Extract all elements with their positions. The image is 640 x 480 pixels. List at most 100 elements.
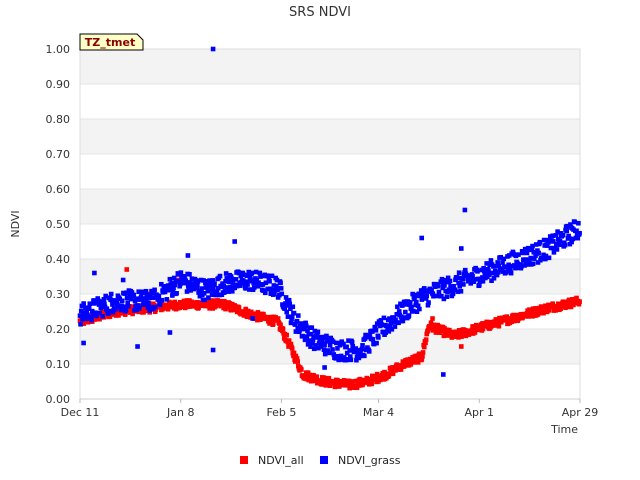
data-point <box>81 301 86 306</box>
data-point <box>414 309 420 314</box>
y-tick-label: 0.60 <box>46 183 71 196</box>
data-point <box>407 300 413 305</box>
data-point <box>320 382 326 387</box>
data-point <box>555 236 561 242</box>
data-point <box>456 335 461 340</box>
data-point <box>159 281 164 287</box>
data-point <box>185 283 191 289</box>
data-point <box>366 349 372 354</box>
data-point <box>484 261 489 266</box>
data-point <box>220 281 225 286</box>
data-point <box>143 288 149 294</box>
data-point <box>354 357 359 363</box>
data-point <box>169 280 175 286</box>
data-point <box>238 273 244 279</box>
data-point <box>462 207 468 213</box>
data-point <box>459 334 464 339</box>
data-point <box>543 253 549 259</box>
data-point <box>207 306 212 311</box>
data-point <box>452 287 458 293</box>
data-point <box>130 311 135 317</box>
data-point <box>88 315 94 320</box>
data-point <box>236 270 242 276</box>
x-tick-label: Dec 11 <box>61 406 100 419</box>
data-point <box>119 303 124 309</box>
data-point <box>289 314 295 320</box>
y-tick-label: 0.10 <box>46 358 71 371</box>
data-point <box>535 260 541 265</box>
data-point <box>191 286 197 292</box>
data-point <box>274 277 280 283</box>
data-point <box>322 376 327 382</box>
data-point <box>89 317 94 323</box>
data-point <box>429 287 434 293</box>
data-point <box>417 353 423 358</box>
data-point <box>402 315 408 320</box>
data-point <box>257 270 263 276</box>
data-point <box>500 260 505 265</box>
data-point <box>151 290 157 296</box>
data-point <box>501 256 507 262</box>
data-point <box>226 303 232 309</box>
data-point <box>389 327 395 332</box>
data-point <box>135 303 141 308</box>
data-point <box>420 292 426 298</box>
data-point <box>209 298 215 303</box>
data-point <box>218 303 223 309</box>
data-point <box>415 303 421 309</box>
data-point <box>271 283 277 288</box>
data-point <box>550 301 555 306</box>
data-point <box>551 239 556 244</box>
data-point <box>299 321 304 326</box>
data-point <box>426 300 431 305</box>
data-point <box>207 278 212 283</box>
data-point <box>232 239 237 244</box>
x-tick-label: Feb 5 <box>266 406 296 419</box>
data-point <box>263 280 269 286</box>
data-point <box>440 285 445 291</box>
data-point <box>295 359 300 364</box>
data-point <box>322 342 327 348</box>
data-point <box>460 277 466 282</box>
data-point <box>371 341 377 347</box>
data-point <box>396 309 402 314</box>
data-point <box>511 312 516 318</box>
background-band <box>80 119 580 154</box>
data-point <box>208 303 214 308</box>
data-point <box>552 303 557 309</box>
data-point <box>470 273 475 279</box>
data-point <box>396 320 401 326</box>
data-point <box>464 273 470 278</box>
data-point <box>394 311 400 317</box>
data-point <box>425 328 431 333</box>
data-point <box>134 307 140 313</box>
data-point <box>272 291 277 296</box>
y-tick-label: 0.90 <box>46 78 71 91</box>
data-point <box>132 308 137 313</box>
data-point <box>167 330 173 335</box>
data-point <box>513 253 519 259</box>
data-point <box>495 260 500 265</box>
data-point <box>150 295 156 301</box>
data-point <box>290 304 296 310</box>
data-point <box>122 312 128 317</box>
data-point <box>442 283 447 288</box>
data-point <box>447 327 452 333</box>
data-point <box>325 336 331 341</box>
data-point <box>466 332 472 337</box>
data-point <box>117 296 123 302</box>
data-point <box>409 304 414 310</box>
data-point <box>188 288 193 293</box>
data-point <box>305 328 310 333</box>
data-point <box>352 349 358 354</box>
data-point <box>441 372 446 377</box>
data-point <box>554 241 559 247</box>
data-point <box>511 263 517 268</box>
data-point <box>291 353 296 359</box>
data-point <box>270 289 275 294</box>
data-point <box>544 243 550 248</box>
data-point <box>310 340 315 346</box>
data-point <box>177 281 183 287</box>
data-point <box>403 309 408 315</box>
data-point <box>398 367 404 372</box>
